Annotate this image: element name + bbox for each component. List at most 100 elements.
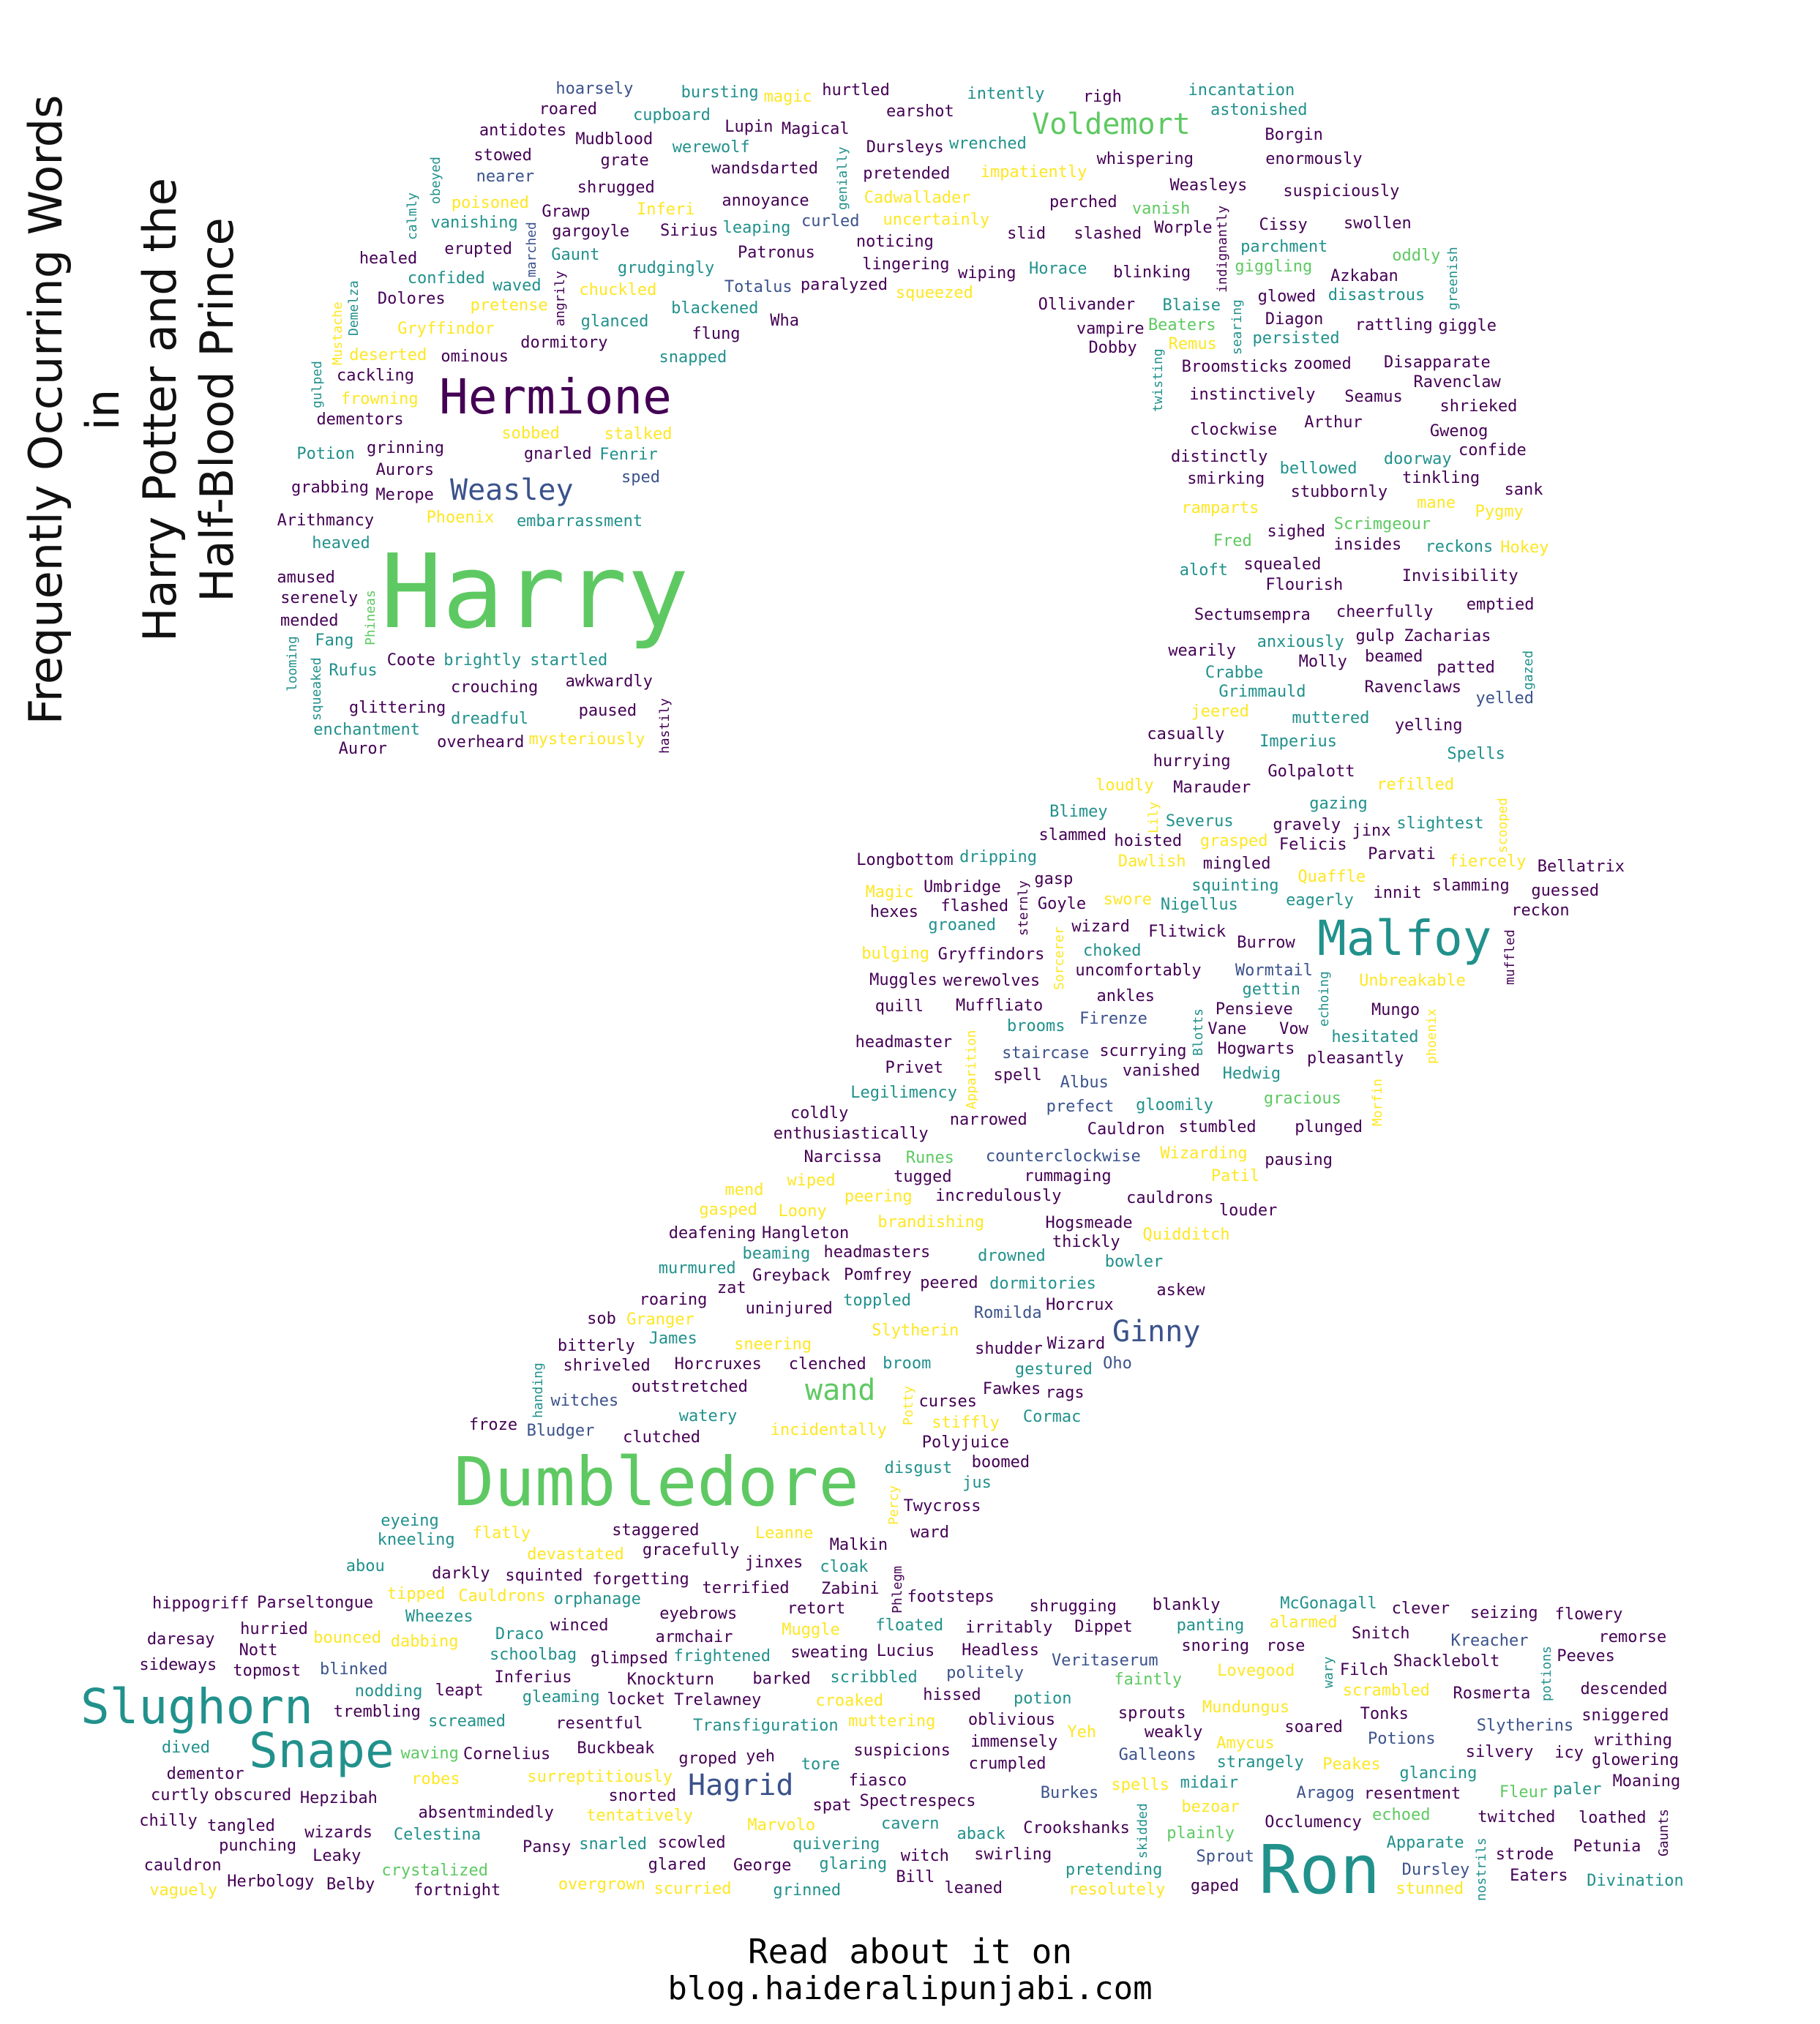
word-shacklebolt: Shacklebolt [1393,1652,1500,1671]
word-leaping: leaping [722,218,791,237]
word-stunned: stunned [1396,1880,1464,1899]
word-narrowed: narrowed [949,1110,1027,1129]
word-marched: marched [523,222,539,278]
word-beamed: beamed [1364,648,1423,667]
word-uncomfortably: uncomfortably [1075,962,1202,981]
word-slamming: slamming [1431,876,1510,895]
word-staggered: staggered [612,1521,700,1540]
word-zacharias: Zacharias [1404,626,1491,645]
word-tonks: Tonks [1360,1704,1409,1723]
word-pleasantly: pleasantly [1306,1049,1404,1068]
word-bitterly: bitterly [557,1337,635,1356]
word-leanne: Leanne [754,1524,814,1543]
word-drowned: drowned [978,1247,1046,1266]
word-outstretched: outstretched [631,1378,748,1397]
word-spells: Spells [1447,744,1505,763]
footer-read-about: Read about it on [747,1932,1073,1971]
word-potion: Potion [296,444,355,463]
word-hippogriff: hippogriff [151,1594,250,1613]
word-sorcerer: Sorcerer [1052,926,1068,991]
word-cheerfully: cheerfully [1336,602,1434,621]
word-giggle: giggle [1438,316,1497,335]
word-cauldrons: Cauldrons [458,1587,546,1606]
word-flitwick: Flitwick [1148,922,1227,941]
word-floated: floated [875,1616,944,1635]
word-clutched: clutched [623,1428,701,1447]
word-sank: sank [1504,481,1543,500]
word-peering: peering [844,1188,913,1207]
word-croaked: croaked [815,1692,884,1711]
word-enchantment: enchantment [313,720,420,739]
word-blinking: blinking [1113,263,1191,282]
word-shrugged: shrugged [577,178,655,197]
footer-blog-link[interactable]: blog.haideralipunjabi.com [667,1970,1153,2007]
word-spell: spell [993,1065,1042,1084]
word-anxiously: anxiously [1257,632,1344,651]
word-gnarled: gnarled [523,444,592,463]
word-muffliato: Muffliato [956,996,1044,1015]
word-hurrying: hurrying [1153,751,1231,771]
word-mended: mended [280,611,339,630]
word-strangely: strangely [1216,1753,1304,1772]
word-lingering: lingering [862,255,950,274]
word-severus: Severus [1165,812,1234,831]
word-fred: Fred [1213,531,1252,550]
word-noticing: noticing [855,233,934,252]
word-twisting: twisting [1150,348,1166,412]
word-dabbing: dabbing [390,1632,459,1651]
word-hangleton: Hangleton [762,1223,850,1242]
word-genially: genially [834,146,850,210]
word-squeaked: squeaked [309,657,325,721]
word-spectrespecs: Spectrespecs [859,1791,976,1810]
word-mingled: mingled [1202,855,1271,874]
word-grate: grate [600,151,649,170]
word-ollivander: Ollivander [1038,295,1136,314]
word-shudder: shudder [975,1340,1043,1359]
word-hastily: hastily [656,697,673,754]
word-imperius: Imperius [1259,732,1338,751]
word-ravenclaws: Ravenclaws [1364,678,1461,697]
word-tinkling: tinkling [1402,468,1480,487]
word-longbottom: Longbottom [856,850,954,869]
word-fiercely: fiercely [1448,852,1527,871]
word-roared: roared [539,100,598,119]
word-weasleys: Weasleys [1169,176,1248,195]
word-voldemort: Voldemort [1032,108,1191,141]
word-runes: Runes [905,1148,954,1167]
word-casually: casually [1147,724,1225,743]
word-dementors: dementors [316,410,404,429]
word-tugged: tugged [894,1167,952,1186]
word-fiasco: fiasco [848,1772,907,1791]
word-dursleys: Dursleys [866,138,944,157]
word-arithmancy: Arithmancy [277,511,375,530]
word-petunia: Petunia [1573,1837,1641,1856]
word-smirking: smirking [1187,470,1265,489]
word-guessed: guessed [1531,881,1600,900]
word-astonished: astonished [1210,101,1308,120]
word-barked: barked [752,1670,811,1689]
word-flung: flung [692,324,741,343]
word-immensely: immensely [970,1733,1058,1752]
word-beaming: beaming [742,1244,811,1263]
word-sirius: Sirius [660,222,719,241]
word-peeves: Peeves [1557,1647,1615,1666]
word-quaffle: Quaffle [1297,868,1366,887]
word-malfoy: Malfoy [1317,910,1492,967]
word-gaunt: Gaunt [551,246,600,265]
word-flowery: flowery [1554,1605,1623,1624]
word-fleur: Fleur [1499,1783,1549,1802]
word-glowed: glowed [1257,287,1317,306]
word-remorse: remorse [1598,1627,1667,1646]
word-panting: panting [1176,1616,1245,1635]
word-gryffindors: Gryffindors [937,945,1045,964]
word-locket: locket [607,1690,665,1709]
word-sniggered: sniggered [1581,1706,1669,1725]
word-mudblood: Mudblood [575,130,654,149]
word-yeh: Yeh [1067,1723,1097,1742]
word-blankly: blankly [1152,1595,1221,1614]
word-hagrid: Hagrid [688,1769,794,1802]
word-stumbled: stumbled [1178,1118,1257,1137]
word-blackened: blackened [671,299,759,318]
word-mustache: Mustache [330,301,346,366]
word-amycus: Amycus [1216,1733,1275,1753]
